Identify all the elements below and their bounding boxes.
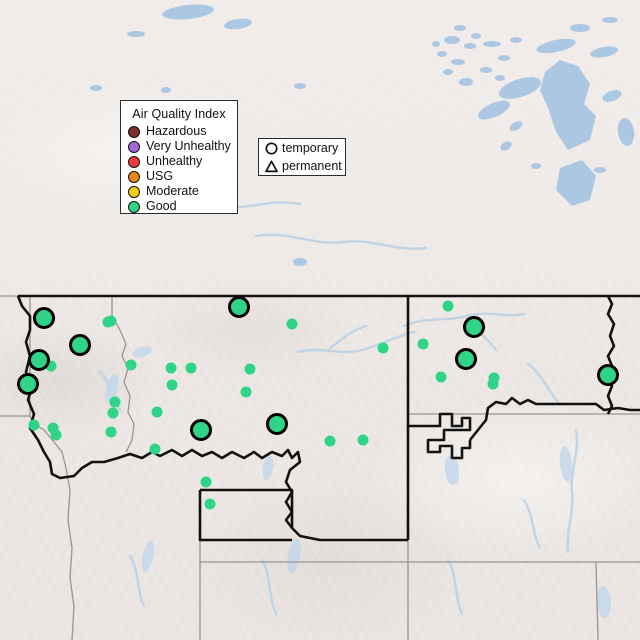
monitor-marker-permanent[interactable] <box>17 373 39 395</box>
legend-row-unhealthy: Unhealthy <box>121 154 237 169</box>
legend-title: Air Quality Index <box>132 107 226 121</box>
monitor-marker-temporary[interactable] <box>107 407 119 419</box>
monitor-marker-temporary[interactable] <box>286 318 298 330</box>
monitor-marker-permanent[interactable] <box>463 316 485 338</box>
legend-swatch-icon <box>128 155 140 168</box>
monitor-marker-temporary[interactable] <box>442 300 454 312</box>
legend-label: Unhealthy <box>146 154 203 168</box>
legend-row-good: Good <box>121 199 237 214</box>
monitor-marker-temporary[interactable] <box>47 422 59 434</box>
monitor-marker-temporary[interactable] <box>151 406 163 418</box>
triangle-outline-icon <box>265 160 278 172</box>
monitor-marker-temporary[interactable] <box>417 338 429 350</box>
legend-label: USG <box>146 169 174 183</box>
legend-row-moderate: Moderate <box>121 184 237 199</box>
monitor-marker-temporary[interactable] <box>324 435 336 447</box>
circle-outline-icon <box>265 141 278 155</box>
monitor-marker-temporary[interactable] <box>244 363 256 375</box>
monitor-marker-temporary[interactable] <box>45 360 57 372</box>
secondary-border-layer <box>0 295 640 640</box>
water-layer <box>90 4 635 266</box>
monitor-marker-temporary[interactable] <box>240 386 252 398</box>
reservoir-layer <box>105 346 612 618</box>
monitor-marker-temporary[interactable] <box>109 396 121 408</box>
legend-label-temporary: temporary <box>282 140 339 155</box>
legend-swatch-icon <box>128 140 140 153</box>
monitor-marker-temporary[interactable] <box>487 378 499 390</box>
monitor-marker-permanent[interactable] <box>266 413 288 435</box>
monitor-marker-permanent[interactable] <box>33 307 55 329</box>
monitor-marker-permanent[interactable] <box>69 334 91 356</box>
legend-row-very-unhealthy: Very Unhealthy <box>121 139 237 154</box>
monitor-marker-temporary[interactable] <box>166 379 178 391</box>
monitor-marker-temporary[interactable] <box>204 498 216 510</box>
legend-swatch-icon <box>128 200 140 213</box>
legend-label: Good <box>146 199 177 213</box>
monitor-marker-temporary[interactable] <box>50 429 62 441</box>
legend-row-usg: USG <box>121 169 237 184</box>
legend-row-permanent: permanent <box>259 157 345 175</box>
legend-label: Very Unhealthy <box>146 139 231 153</box>
legend-rows: Hazardous Very Unhealthy Unhealthy USG Moder… <box>121 124 237 214</box>
monitor-marker-temporary[interactable] <box>377 342 389 354</box>
legend-swatch-icon <box>128 185 140 198</box>
legend-row-temporary: temporary <box>259 139 345 157</box>
air-quality-index-legend: Air Quality Index Hazardous Very Unhealth… <box>120 100 238 214</box>
monitor-marker-temporary[interactable] <box>125 359 137 371</box>
monitor-marker-temporary[interactable] <box>165 362 177 374</box>
monitor-marker-temporary[interactable] <box>149 443 161 455</box>
monitor-marker-temporary[interactable] <box>357 434 369 446</box>
monitor-marker-temporary[interactable] <box>102 316 114 328</box>
monitor-marker-temporary[interactable] <box>488 372 500 384</box>
monitor-marker-permanent[interactable] <box>190 419 212 441</box>
legend-label: Hazardous <box>146 124 207 138</box>
legend-label-permanent: permanent <box>282 158 342 173</box>
monitor-marker-temporary[interactable] <box>185 362 197 374</box>
monitor-marker-permanent[interactable] <box>28 349 50 371</box>
monitor-marker-permanent[interactable] <box>228 296 250 318</box>
monitor-marker-temporary[interactable] <box>105 426 117 438</box>
monitor-marker-temporary[interactable] <box>435 371 447 383</box>
monitor-marker-permanent[interactable] <box>455 348 477 370</box>
legend-swatch-icon <box>128 170 140 183</box>
monitor-marker-temporary[interactable] <box>200 476 212 488</box>
monitor-marker-permanent[interactable] <box>597 364 619 386</box>
monitor-marker-temporary[interactable] <box>28 419 40 431</box>
monitor-type-legend: temporary permanent <box>258 138 346 176</box>
legend-label: Moderate <box>146 184 199 198</box>
river-layer <box>98 201 579 616</box>
legend-row-hazardous: Hazardous <box>121 124 237 139</box>
legend-swatch-icon <box>128 125 140 138</box>
